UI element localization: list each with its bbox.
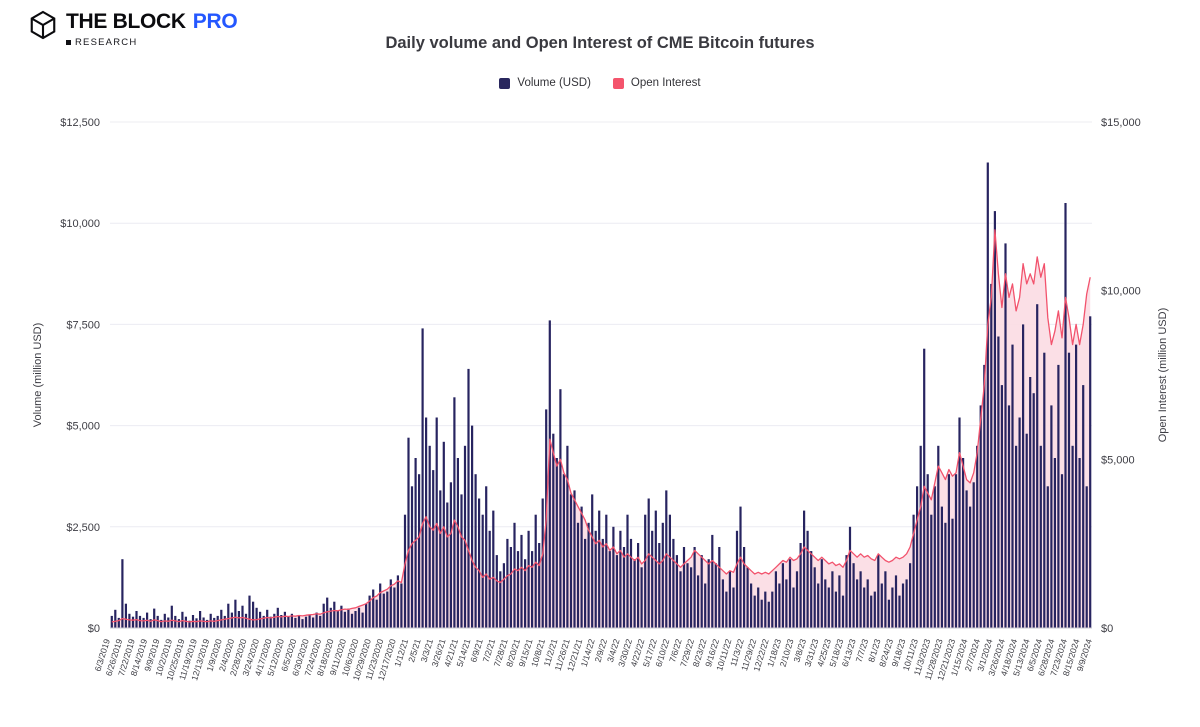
x-axis-labels: 6/3/20196/26/20197/22/20198/14/20199/9/2… (93, 637, 1094, 681)
legend-label: Open Interest (630, 77, 701, 89)
svg-text:$2,500: $2,500 (66, 522, 100, 534)
block-cube-icon (28, 10, 58, 40)
open-interest-line (111, 229, 1091, 623)
svg-text:$7,500: $7,500 (66, 319, 100, 331)
right-axis-labels: $0 $5,000 $10,000 $15,000 (1101, 117, 1141, 635)
left-axis-labels: $0 $2,500 $5,000 $7,500 $10,000 $12,500 (60, 117, 100, 635)
chart-title: Daily volume and Open Interest of CME Bi… (385, 34, 815, 52)
legend-label: Volume (USD) (517, 77, 591, 89)
volume-bars (110, 162, 1092, 628)
brand-research-line: RESEARCH (66, 37, 237, 48)
svg-text:$10,000: $10,000 (60, 218, 100, 230)
chart-area: $0 $2,500 $5,000 $7,500 $10,000 $12,500 $0 $5,0… (0, 100, 1200, 727)
brand-text: THE BLOCK PRO RESEARCH (66, 10, 238, 48)
svg-text:$5,000: $5,000 (1101, 454, 1135, 466)
square-bullet-icon (66, 40, 71, 45)
brand-pro-label: PRO (192, 10, 238, 33)
svg-text:$10,000: $10,000 (1101, 286, 1141, 298)
svg-text:$0: $0 (1101, 623, 1113, 635)
chart-canvas: $0 $2,500 $5,000 $7,500 $10,000 $12,500 $0 $5,0… (60, 117, 1141, 682)
brand-name: THE BLOCK (66, 10, 186, 33)
legend: Volume (USD) Open Interest (0, 77, 1200, 89)
open-interest-area (111, 229, 1091, 628)
svg-text:$0: $0 (88, 623, 100, 635)
legend-item-0: Volume (USD) (499, 77, 591, 89)
svg-text:$12,500: $12,500 (60, 117, 100, 129)
brand: THE BLOCK PRO RESEARCH (28, 10, 238, 48)
brand-research-label: RESEARCH (75, 37, 138, 48)
legend-swatch-icon (612, 77, 624, 89)
legend-swatch-icon (499, 77, 511, 89)
legend-item-1: Open Interest (612, 77, 701, 89)
svg-text:$15,000: $15,000 (1101, 117, 1141, 129)
svg-text:$5,000: $5,000 (66, 421, 100, 433)
